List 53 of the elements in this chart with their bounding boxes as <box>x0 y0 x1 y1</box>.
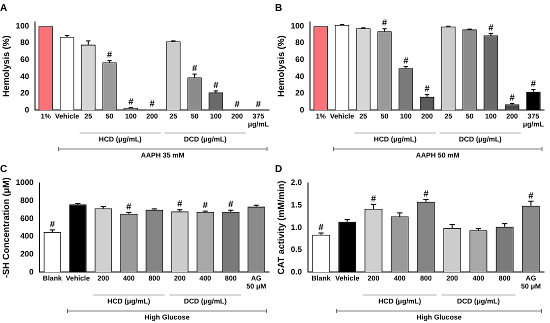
data-label: # <box>256 98 261 109</box>
y-tick-label: 200 <box>20 250 34 259</box>
y-tick-label: 400 <box>20 232 34 241</box>
y-tick-label: 0 <box>24 105 30 114</box>
y-tick-label: 80 <box>295 38 305 48</box>
y-axis-title: CAT activity (mM/min) <box>276 180 286 275</box>
y-tick-label: 60 <box>20 55 30 64</box>
y-tick-label: 800 <box>20 196 34 206</box>
y-tick-label: 0.5 <box>290 245 302 254</box>
y-tick-label: 80 <box>20 38 30 48</box>
y-tick-label: 100 <box>290 21 305 30</box>
y-tick-label: 100 <box>16 21 30 30</box>
y-tick-label: 2.0 <box>290 178 302 188</box>
y-tick-label: 0.0 <box>290 267 302 276</box>
data-label: # <box>126 201 132 212</box>
data-label: # <box>202 200 208 210</box>
data-label: # <box>107 50 112 60</box>
chart-title: B <box>275 2 282 14</box>
y-tick-label: 60 <box>295 55 305 64</box>
data-label: # <box>128 96 134 107</box>
y-tick-label: 20 <box>295 88 305 98</box>
data-label: # <box>234 98 240 109</box>
y-axis-title: Hemolysis (%) <box>0 35 11 97</box>
data-label: # <box>370 193 376 204</box>
y-tick-label: 0 <box>300 105 305 114</box>
data-label: # <box>192 63 198 74</box>
chart-title: D <box>275 164 282 175</box>
y-axis-title: -SH Concentration (μM) <box>0 177 11 278</box>
chart-title: C <box>0 164 8 175</box>
data-label: # <box>213 80 218 90</box>
data-label: # <box>488 22 494 32</box>
chart-title: A <box>0 2 8 14</box>
data-label: # <box>423 188 428 198</box>
data-label: # <box>424 84 430 94</box>
data-label: # <box>150 98 155 108</box>
y-tick-label: 1000 <box>16 178 34 188</box>
y-tick-label: 600 <box>20 214 34 223</box>
data-label: # <box>382 18 388 28</box>
y-tick-label: 0 <box>29 267 34 276</box>
y-tick-label: 1.5 <box>290 200 302 210</box>
data-label: # <box>228 199 234 210</box>
data-label: # <box>50 218 55 229</box>
data-label: # <box>510 92 515 102</box>
y-tick-label: 1.0 <box>290 222 302 232</box>
y-tick-label: 40 <box>20 72 30 81</box>
y-axis-title: Hemolysis (%) <box>276 35 286 97</box>
data-label: # <box>403 56 408 66</box>
data-label: # <box>318 222 324 232</box>
data-label: # <box>177 198 182 209</box>
y-tick-label: 20 <box>20 88 30 98</box>
data-label: # <box>530 78 536 89</box>
data-label: # <box>528 190 534 200</box>
y-tick-label: 40 <box>295 72 305 81</box>
